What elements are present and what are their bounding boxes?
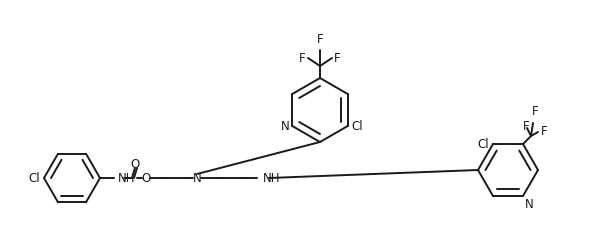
Text: N: N bbox=[281, 120, 289, 132]
Text: O: O bbox=[131, 158, 140, 172]
Text: F: F bbox=[522, 120, 529, 132]
Text: F: F bbox=[541, 124, 548, 138]
Text: Cl: Cl bbox=[352, 120, 364, 132]
Text: F: F bbox=[300, 52, 306, 64]
Text: F: F bbox=[317, 33, 323, 46]
Text: NH: NH bbox=[263, 172, 281, 185]
Text: N: N bbox=[525, 198, 534, 211]
Text: NH: NH bbox=[118, 172, 135, 185]
Text: Cl: Cl bbox=[478, 138, 489, 151]
Text: F: F bbox=[532, 105, 538, 118]
Text: O: O bbox=[142, 172, 151, 185]
Text: F: F bbox=[334, 52, 340, 64]
Text: Cl: Cl bbox=[29, 172, 40, 185]
Text: N: N bbox=[193, 172, 201, 185]
